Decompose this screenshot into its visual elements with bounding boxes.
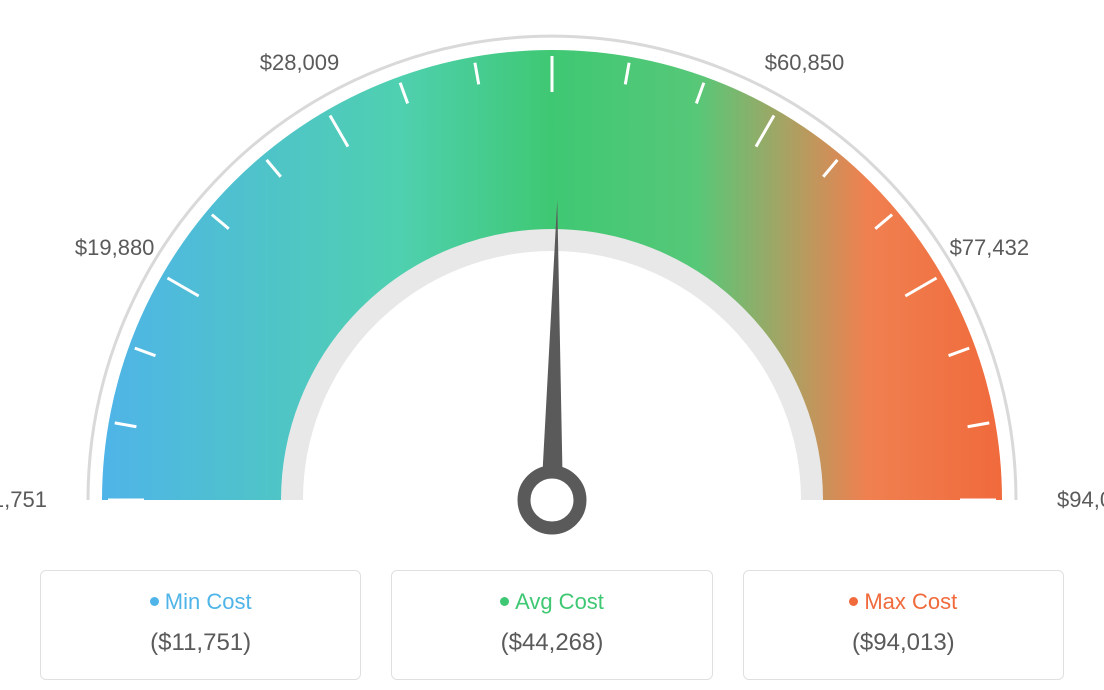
gauge-tick-label: $60,850 [765,50,845,76]
avg-cost-dot-icon [500,597,509,606]
avg-cost-title: Avg Cost [402,589,701,615]
gauge-chart: $11,751$19,880$28,009$44,268$60,850$77,4… [0,0,1104,560]
gauge-tick-label: $11,751 [0,487,47,513]
max-cost-dot-icon [849,597,858,606]
gauge-tick-label: $19,880 [75,235,155,261]
min-cost-dot-icon [150,597,159,606]
max-cost-value: ($94,013) [754,629,1053,657]
gauge-tick-label: $28,009 [260,50,340,76]
avg-cost-value: ($44,268) [402,629,701,657]
avg-cost-label: Avg Cost [515,589,604,614]
min-cost-value: ($11,751) [51,629,350,657]
max-cost-label: Max Cost [864,589,957,614]
gauge-svg [0,0,1104,560]
min-cost-card: Min Cost ($11,751) [40,570,361,680]
min-cost-title: Min Cost [51,589,350,615]
max-cost-card: Max Cost ($94,013) [743,570,1064,680]
avg-cost-card: Avg Cost ($44,268) [391,570,712,680]
gauge-tick-label: $94,013 [1057,487,1104,513]
summary-cards-row: Min Cost ($11,751) Avg Cost ($44,268) Ma… [0,570,1104,680]
max-cost-title: Max Cost [754,589,1053,615]
min-cost-label: Min Cost [165,589,252,614]
gauge-tick-label: $77,432 [950,235,1030,261]
